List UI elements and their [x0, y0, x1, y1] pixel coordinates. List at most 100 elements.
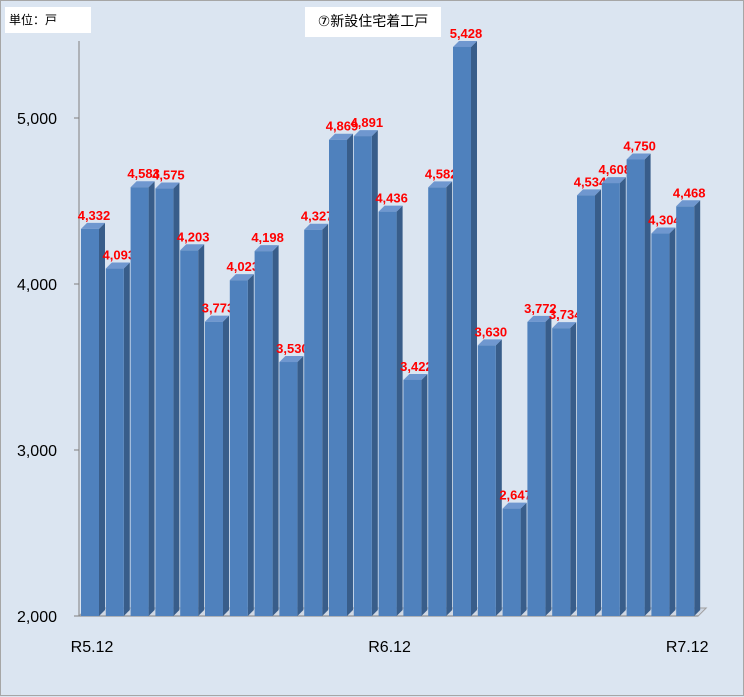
- bar-top: [651, 227, 676, 234]
- bar-front: [304, 229, 323, 616]
- bar-front: [403, 379, 422, 616]
- y-tick-label: 4,000: [17, 277, 57, 294]
- bar: [180, 244, 205, 616]
- data-label: 4,203: [177, 229, 210, 244]
- bar-front: [105, 268, 124, 616]
- bar-top: [626, 153, 651, 160]
- bar-top: [527, 315, 552, 322]
- bar-top: [279, 356, 304, 363]
- bar-front: [428, 187, 447, 616]
- bar: [229, 274, 254, 616]
- bar-top: [428, 181, 453, 188]
- bar-side: [322, 223, 329, 616]
- bar-front: [81, 228, 99, 616]
- bar-side: [198, 244, 205, 616]
- bar-top: [577, 189, 601, 196]
- bar-side: [347, 133, 353, 616]
- data-label: 4,608: [599, 162, 632, 177]
- data-label: 2,647: [499, 488, 532, 503]
- bar: [552, 322, 577, 616]
- data-label: 4,869: [326, 119, 359, 134]
- bar: [428, 181, 453, 616]
- bar-top: [353, 130, 378, 137]
- data-label: 4,534: [574, 174, 607, 189]
- bar-front: [527, 321, 546, 616]
- bar-side: [421, 373, 428, 616]
- bar-top: [453, 40, 477, 47]
- data-label: 4,327: [301, 209, 334, 224]
- bar: [130, 181, 155, 617]
- data-label: 3,734: [549, 307, 582, 322]
- bar: [601, 177, 626, 616]
- data-label: 3,773: [202, 301, 235, 316]
- bar-top: [477, 339, 502, 346]
- bar-side: [619, 177, 626, 616]
- bar-top: [403, 373, 428, 380]
- bar: [453, 40, 477, 616]
- data-label: 3,630: [475, 324, 508, 339]
- bar: [477, 339, 502, 616]
- bar-front: [130, 187, 149, 617]
- bar-top: [155, 182, 180, 189]
- bar-top: [304, 223, 329, 230]
- bar: [378, 205, 403, 616]
- bar-front: [502, 508, 521, 616]
- unit-label: 単位：戸: [5, 7, 91, 33]
- bar-side: [297, 356, 304, 616]
- data-label: 3,772: [524, 301, 557, 316]
- bar-top: [229, 274, 254, 281]
- bar-side: [669, 227, 676, 616]
- bar-front: [651, 233, 670, 616]
- data-label: 5,428: [450, 26, 483, 41]
- bar-front: [601, 183, 620, 616]
- bar-side: [694, 200, 701, 616]
- bar-top: [105, 262, 130, 269]
- bar-front: [378, 211, 397, 616]
- bar: [577, 189, 601, 616]
- y-tick-label: 2,000: [17, 609, 57, 626]
- bar: [502, 502, 527, 616]
- bar-front: [552, 328, 571, 616]
- bar-front: [626, 159, 645, 616]
- data-label: 4,436: [375, 191, 408, 206]
- x-tick-label: R7.12: [666, 639, 709, 656]
- chart-title: ⑦新設住宅着工戸: [305, 7, 441, 37]
- bar-top: [676, 200, 701, 207]
- bar-top: [601, 177, 626, 184]
- bar-front: [353, 136, 372, 616]
- bar-front: [577, 195, 595, 616]
- bar-side: [99, 222, 105, 616]
- data-label: 4,093: [103, 248, 136, 263]
- bar-side: [272, 245, 279, 616]
- bar: [626, 153, 651, 616]
- bar-top: [378, 205, 403, 212]
- bar-front: [477, 345, 496, 616]
- bar-side: [446, 181, 453, 616]
- data-label: 4,750: [623, 139, 656, 154]
- bar-front: [453, 46, 471, 616]
- data-label: 4,583: [127, 166, 160, 181]
- data-label: 4,198: [251, 230, 284, 245]
- bar: [527, 315, 552, 616]
- bar-front: [329, 139, 347, 616]
- bar-side: [595, 189, 601, 616]
- bar-side: [247, 274, 254, 616]
- bar-top: [205, 315, 229, 322]
- bar: [651, 227, 676, 616]
- data-label: 4,304: [648, 213, 681, 228]
- bar-side: [471, 40, 477, 616]
- bar-side: [396, 205, 403, 616]
- bar-front: [229, 280, 248, 616]
- data-label: 4,891: [351, 115, 384, 130]
- bar-side: [545, 315, 552, 616]
- bar-front: [676, 206, 695, 616]
- data-label: 3,530: [276, 341, 309, 356]
- bar-side: [570, 322, 577, 616]
- bar-side: [123, 262, 130, 616]
- bar: [353, 130, 378, 616]
- bar-front: [279, 362, 298, 616]
- x-tick-label: R5.12: [71, 639, 114, 656]
- bar-top: [502, 502, 527, 509]
- bar-side: [223, 315, 229, 616]
- data-label: 4,023: [227, 259, 260, 274]
